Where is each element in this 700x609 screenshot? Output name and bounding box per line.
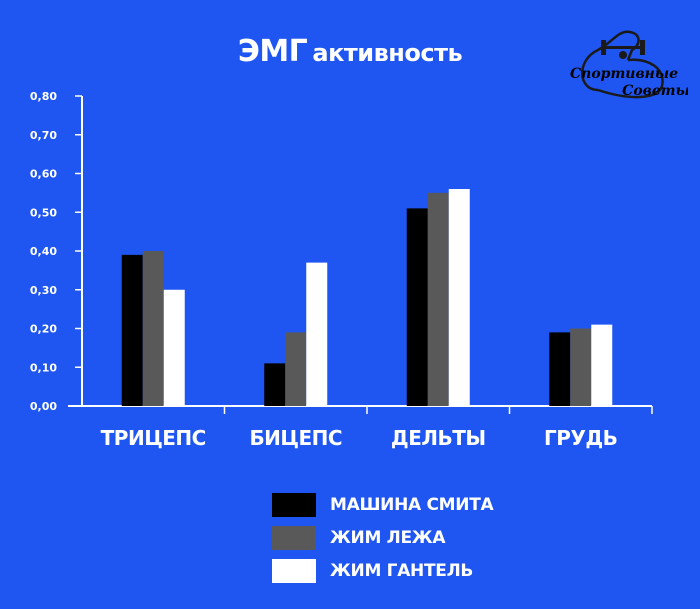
bar bbox=[285, 332, 307, 406]
bar bbox=[121, 254, 143, 406]
y-tick-label: 0,20 bbox=[30, 323, 57, 336]
x-category-label: ДЕЛЬТЫ bbox=[391, 426, 486, 450]
legend-item-smith: МАШИНА СМИТА bbox=[272, 488, 494, 521]
logo-line1: Спортивные bbox=[570, 66, 678, 82]
logo-icon: Спортивные Советы bbox=[570, 30, 688, 99]
bar bbox=[163, 289, 185, 406]
y-tick-label: 0,50 bbox=[30, 206, 57, 219]
legend-item-dumbbell: ЖИМ ГАНТЕЛЬ bbox=[272, 554, 493, 587]
x-category-label: ТРИЦЕПС bbox=[101, 426, 206, 450]
chart-legend: МАШИНА СМИТА ЖИМ ЛЕЖА ЖИМ ГАНТЕЛЬ bbox=[272, 488, 494, 587]
bar bbox=[427, 192, 449, 406]
y-tick-label: 0,00 bbox=[30, 400, 57, 413]
bar bbox=[142, 251, 164, 406]
y-tick-label: 0,40 bbox=[30, 245, 57, 258]
bar bbox=[448, 189, 470, 406]
y-tick-label: 0,60 bbox=[30, 168, 57, 181]
bar-chart: 0,00 0,10 0,20 0,30 0,40 0,50 0,60 0,70 0,80 ТРИЦ… bbox=[30, 90, 653, 450]
bar bbox=[264, 363, 286, 406]
chart-title-main: ЭМГ bbox=[237, 34, 308, 69]
bar bbox=[570, 328, 592, 406]
bar bbox=[591, 324, 613, 406]
bar bbox=[549, 332, 571, 406]
legend-label-dumbbell: ЖИМ ГАНТЕЛЬ bbox=[330, 560, 474, 581]
legend-item-bench: ЖИМ ЛЕЖА bbox=[272, 521, 493, 554]
chart-title: ЭМГ активность bbox=[0, 34, 700, 69]
legend-label-bench: ЖИМ ЛЕЖА bbox=[330, 527, 446, 548]
legend-swatch-smith bbox=[272, 492, 316, 517]
bar bbox=[306, 262, 328, 406]
logo-line2: Советы bbox=[622, 83, 688, 99]
bar bbox=[406, 208, 428, 406]
y-tick-label: 0,10 bbox=[30, 361, 57, 374]
x-category-label: БИЦЕПС bbox=[249, 426, 342, 450]
chart-title-rest: активность bbox=[312, 39, 463, 67]
legend-label-smith: МАШИНА СМИТА bbox=[330, 494, 494, 515]
legend-swatch-bench bbox=[272, 525, 316, 550]
x-category-label: ГРУДЬ bbox=[544, 426, 617, 450]
y-tick-label: 0,80 bbox=[30, 90, 57, 103]
y-tick-label: 0,30 bbox=[30, 284, 57, 297]
y-tick-label: 0,70 bbox=[30, 129, 57, 142]
legend-swatch-dumbbell bbox=[272, 558, 316, 583]
